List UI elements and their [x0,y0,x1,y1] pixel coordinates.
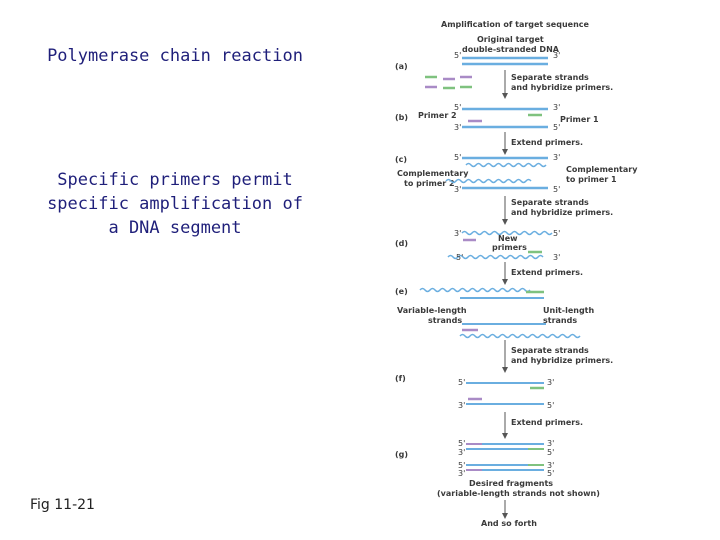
comp-p2-label-1: Complementary [397,169,469,178]
a-prime-5: 5' [454,51,461,60]
comp-p1-label-1: Complementary [566,165,638,174]
extend-label: Extend primers. [511,418,583,427]
d-prime-5: 5' [553,229,560,238]
new-strand-wavy [445,178,532,184]
b-prime-3b: 3' [454,123,461,132]
comp-p1-label-2: to primer 1 [566,175,617,184]
original-label-1: Original target [477,35,544,44]
separate-label-1: Separate strands [511,346,589,355]
new-primers-label-1: New [498,234,518,243]
f-prime-3: 3' [547,378,554,387]
g-prime-5: 5' [458,439,465,448]
variable-label-2: strands [428,316,462,325]
strand-wavy [447,254,544,260]
step-a-label: (a) [395,62,408,71]
g-prime-5r: 5' [547,448,554,457]
b-prime-5b: 5' [553,123,560,132]
f-prime-5b: 5' [547,401,554,410]
separate-label-2: and hybridize primers. [511,83,613,92]
step-g-label: (g) [395,450,408,459]
c-prime-5b: 5' [553,185,560,194]
g2-prime-5: 5' [458,461,465,470]
d-prime-3: 3' [454,229,461,238]
figure-label: Fig 11-21 [30,497,95,513]
c-prime-3: 3' [553,153,560,162]
f-prime-3b: 3' [458,401,465,410]
unit-label-2: strands [543,316,577,325]
g2-prime-5r: 5' [547,469,554,478]
strand-wavy [419,287,531,293]
step-d-label: (d) [395,239,408,248]
g-prime-3r: 3' [547,439,554,448]
comp-p2-label-2: to primer 2 [404,179,455,188]
subtitle-line: a DNA segment [108,218,242,238]
g2-prime-3r: 3' [547,461,554,470]
extend-label: Extend primers. [511,138,583,147]
desired-label-1: Desired fragments [469,479,553,488]
so-forth-label: And so forth [481,519,537,528]
d-prime-5b: 5' [456,253,463,262]
unit-label-1: Unit-length [543,306,594,315]
extend-label: Extend primers. [511,268,583,277]
original-label-2: double-stranded DNA [462,45,560,54]
d-prime-3b: 3' [553,253,560,262]
primer-2-label: Primer 2 [418,111,457,120]
variable-label-1: Variable-length [397,306,467,315]
separate-label-1: Separate strands [511,198,589,207]
subtitle-line: Specific primers permit [57,170,293,190]
f-prime-5: 5' [458,378,465,387]
separate-label-2: and hybridize primers. [511,356,613,365]
diagram-heading: Amplification of target sequence [441,20,590,29]
a-prime-3: 3' [553,51,560,60]
primer-1-label: Primer 1 [560,115,599,124]
c-prime-3b: 3' [454,185,461,194]
g2-prime-3: 3' [458,469,465,478]
separate-label-2: and hybridize primers. [511,208,613,217]
b-prime-5: 5' [454,103,461,112]
strand-wavy [459,333,581,339]
b-prime-3: 3' [553,103,560,112]
step-b-label: (b) [395,113,408,122]
step-e-label: (e) [395,287,408,296]
step-c-label: (c) [395,155,407,164]
slide-title: Polymerase chain reaction [47,46,303,66]
step-f-label: (f) [395,374,406,383]
desired-label-2: (variable-length strands not shown) [437,489,600,498]
separate-label-1: Separate strands [511,73,589,82]
subtitle-line: specific amplification of [47,194,303,214]
strand-wavy [461,230,553,236]
new-primers-label-2: primers [492,243,527,252]
g-prime-3: 3' [458,448,465,457]
c-prime-5: 5' [454,153,461,162]
slide-subtitle: Specific primers permit specific amplifi… [45,168,305,240]
new-strand-wavy [465,162,547,168]
